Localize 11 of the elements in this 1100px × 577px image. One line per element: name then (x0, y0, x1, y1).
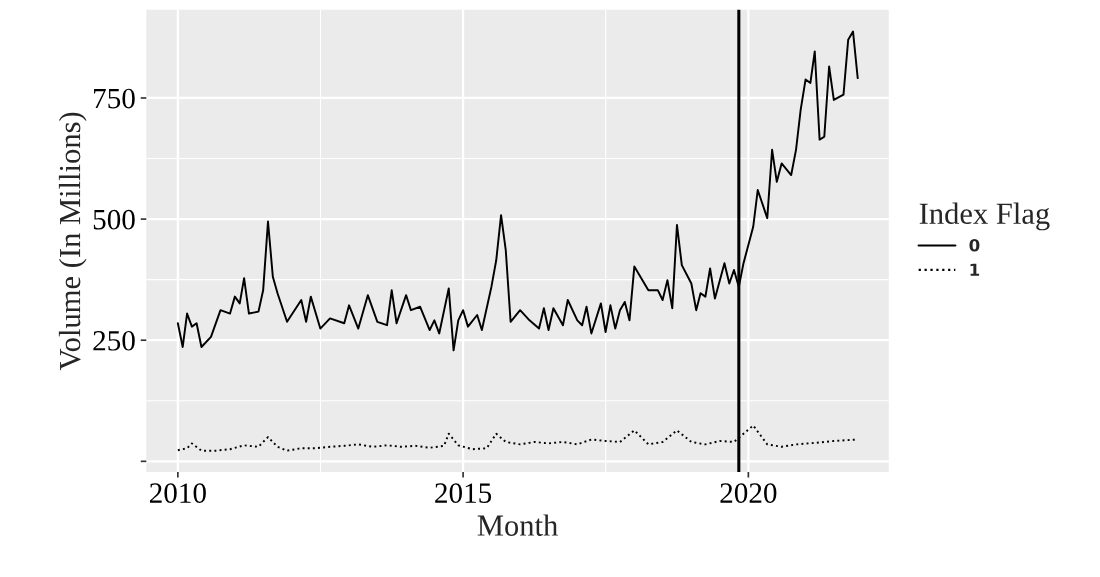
legend-title: Index Flag (919, 202, 1050, 231)
y-tick-label: 250 (93, 330, 135, 351)
x-tick-label: 2020 (720, 483, 777, 503)
legend-label: 1 (970, 263, 980, 276)
x-axis-title: Month (477, 514, 558, 536)
x-tick-label: 2010 (149, 483, 206, 503)
legend-label: 0 (969, 238, 980, 252)
y-tick-label: 500 (93, 209, 135, 230)
y-axis-title: Volume (In Millions) (58, 112, 87, 371)
x-tick-label: 2015 (435, 483, 492, 503)
y-tick-label: 750 (94, 88, 135, 109)
